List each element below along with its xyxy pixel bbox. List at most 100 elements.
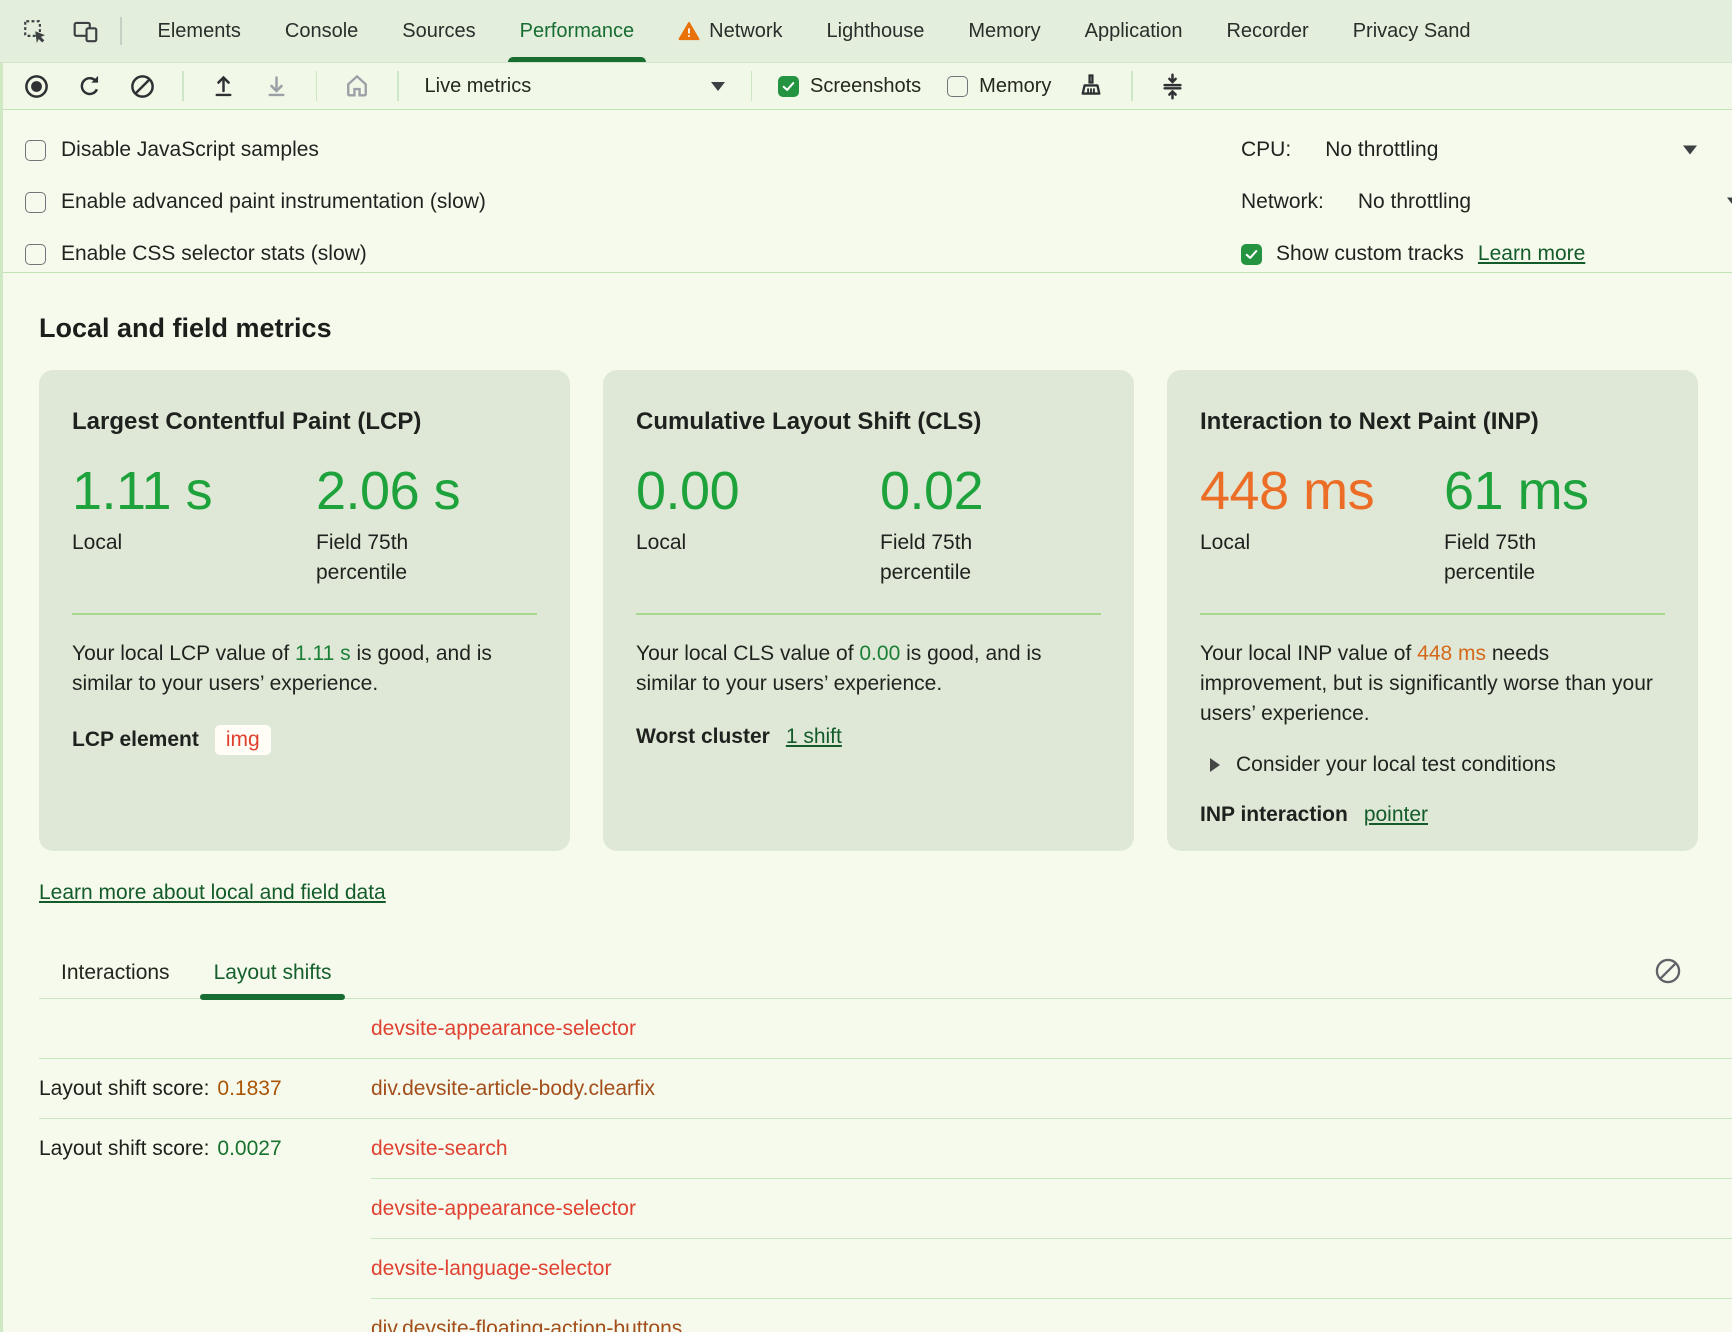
network-throttling-select[interactable]: No throttling	[1357, 190, 1472, 213]
local-field-data-learn-more-link[interactable]: Learn more about local and field data	[39, 881, 386, 904]
layout-shift-row[interactable]: devsite-appearance-selector	[39, 999, 1732, 1059]
tabbar-divider	[120, 17, 122, 45]
tab-privacy-sandbox[interactable]: Privacy Sand	[1352, 19, 1471, 42]
cls-local-label: Local	[636, 531, 687, 555]
tab-memory[interactable]: Memory	[968, 19, 1041, 42]
lcp-element-chip[interactable]: img	[214, 724, 271, 755]
collapse-icon[interactable]	[1159, 72, 1186, 100]
device-toolbar-icon[interactable]	[72, 18, 100, 44]
cpu-label: CPU:	[1241, 138, 1292, 161]
local-test-conditions-disclosure[interactable]: Consider your local test conditions	[1200, 753, 1665, 777]
dropdown-caret-icon[interactable]	[1727, 197, 1732, 207]
inp-description: Your local INP value of 448 ms needs imp…	[1200, 641, 1653, 725]
cls-card: Cumulative Layout Shift (CLS) 0.00 Local…	[603, 370, 1134, 851]
inp-card-title: Interaction to Next Paint (INP)	[1200, 408, 1539, 435]
lcp-local-value: 1.11 s	[72, 461, 213, 521]
card-divider	[636, 613, 1101, 615]
tab-lighthouse[interactable]: Lighthouse	[826, 19, 925, 42]
clear-icon[interactable]	[129, 73, 156, 100]
worst-cluster-link[interactable]: 1 shift	[785, 724, 842, 748]
disable-js-samples-toggle[interactable]: Disable JavaScript samples	[25, 124, 486, 176]
disable-js-samples-checkbox[interactable]	[25, 139, 46, 161]
tab-network[interactable]: Network	[656, 0, 804, 62]
shift-score-label: Layout shift score:	[39, 1076, 210, 1100]
inp-interaction-link[interactable]: pointer	[1363, 802, 1429, 826]
network-throttling-row: Network: No throttling	[1241, 176, 1732, 228]
record-icon[interactable]	[23, 73, 50, 100]
shift-selector-link[interactable]: devsite-language-selector	[371, 1239, 1732, 1299]
panel-tabs: Elements Console Sources Performance Net…	[136, 0, 1493, 62]
inspect-icon[interactable]	[22, 18, 48, 44]
cpu-throttling-select[interactable]: No throttling	[1325, 138, 1439, 161]
cls-field-label: Field 75th percentile	[880, 531, 973, 584]
custom-tracks-checkbox[interactable]	[1241, 243, 1262, 265]
lcp-description: Your local LCP value of 1.11 s is good, …	[72, 641, 492, 695]
download-icon[interactable]	[263, 73, 290, 100]
lcp-local-label: Local	[72, 531, 123, 555]
gc-brush-icon[interactable]	[1077, 72, 1105, 100]
tab-interactions[interactable]: Interactions	[61, 960, 170, 984]
performance-toolbar: Live metrics Screenshots Memory	[3, 63, 1732, 110]
screenshots-toggle[interactable]: Screenshots	[778, 75, 921, 98]
tab-layout-shifts[interactable]: Layout shifts	[199, 947, 346, 1000]
lcp-element-label: LCP element	[72, 727, 199, 751]
worst-cluster-label: Worst cluster	[636, 724, 770, 748]
lcp-card: Largest Contentful Paint (LCP) 1.11 s Lo…	[39, 370, 570, 851]
metric-cards: Largest Contentful Paint (LCP) 1.11 s Lo…	[39, 370, 1698, 851]
cls-field-value: 0.02	[880, 461, 984, 521]
network-label: Network:	[1241, 190, 1324, 213]
active-tab-underline	[507, 57, 647, 62]
shift-score-label: Layout shift score:	[39, 1137, 210, 1160]
memory-toggle[interactable]: Memory	[947, 75, 1051, 98]
css-selector-stats-checkbox[interactable]	[25, 243, 46, 265]
shifts-log: Interactions Layout shifts devsite-	[39, 947, 1732, 1332]
shift-selector-link[interactable]: div.devsite-article-body.clearfix	[371, 1076, 655, 1100]
page-title: Local and field metrics	[39, 313, 332, 343]
shift-selector-link[interactable]: devsite-appearance-selector	[371, 1016, 636, 1040]
custom-tracks-learn-more-link[interactable]: Learn more	[1477, 242, 1586, 265]
tab-elements[interactable]: Elements	[157, 19, 241, 42]
shift-selector-link[interactable]: devsite-appearance-selector	[371, 1179, 1732, 1239]
shift-selector-link[interactable]: devsite-search	[371, 1119, 1732, 1179]
dropdown-caret-icon[interactable]	[1683, 145, 1697, 155]
panel-mode-select[interactable]: Live metrics	[425, 75, 725, 98]
toolbar-divider	[750, 71, 752, 101]
cpu-throttling-row: CPU: No throttling	[1241, 124, 1732, 176]
home-icon[interactable]	[343, 72, 371, 100]
tab-performance[interactable]: Performance	[498, 0, 657, 62]
advanced-paint-toggle[interactable]: Enable advanced paint instrumentation (s…	[25, 176, 486, 228]
screenshots-checkbox[interactable]	[778, 75, 799, 97]
upload-icon[interactable]	[210, 73, 237, 100]
tab-console[interactable]: Console	[284, 19, 359, 42]
panel-mode-value: Live metrics	[424, 74, 532, 97]
lcp-field-label: Field 75th percentile	[316, 531, 409, 584]
cls-description: Your local CLS value of 0.00 is good, an…	[636, 641, 1042, 695]
layout-shift-row[interactable]: Layout shift score: 0.0027 devsite-searc…	[39, 1119, 1732, 1179]
layout-shift-row[interactable]: devsite-appearance-selector	[39, 1179, 1732, 1239]
card-divider	[72, 613, 537, 615]
inp-field-label: Field 75th percentile	[1444, 531, 1537, 584]
inp-local-value: 448 ms	[1200, 461, 1375, 521]
tab-application[interactable]: Application	[1084, 19, 1183, 42]
layout-shift-row[interactable]: div.devsite-floating-action-buttons	[39, 1299, 1732, 1332]
layout-shift-row[interactable]: devsite-language-selector	[39, 1239, 1732, 1299]
inp-field-value: 61 ms	[1444, 461, 1589, 521]
memory-checkbox[interactable]	[947, 75, 969, 97]
advanced-paint-checkbox[interactable]	[25, 191, 46, 213]
tab-sources[interactable]: Sources	[402, 19, 476, 42]
tab-recorder[interactable]: Recorder	[1226, 19, 1309, 42]
block-icon[interactable]	[1654, 957, 1682, 985]
disclosure-icon	[1210, 757, 1220, 772]
toolbar-divider	[315, 71, 317, 101]
toolbar-divider	[182, 71, 184, 101]
shift-selector-link[interactable]: div.devsite-floating-action-buttons	[371, 1317, 683, 1332]
css-selector-stats-toggle[interactable]: Enable CSS selector stats (slow)	[25, 228, 486, 280]
inp-card: Interaction to Next Paint (INP) 448 ms L…	[1167, 370, 1698, 851]
cls-card-title: Cumulative Layout Shift (CLS)	[636, 408, 982, 435]
warning-icon	[678, 21, 700, 41]
lcp-field-value: 2.06 s	[316, 461, 461, 521]
inp-interaction-label: INP interaction	[1200, 802, 1348, 826]
reload-icon[interactable]	[76, 73, 103, 100]
layout-shift-row[interactable]: Layout shift score: 0.1837 div.devsite-a…	[39, 1059, 1732, 1119]
